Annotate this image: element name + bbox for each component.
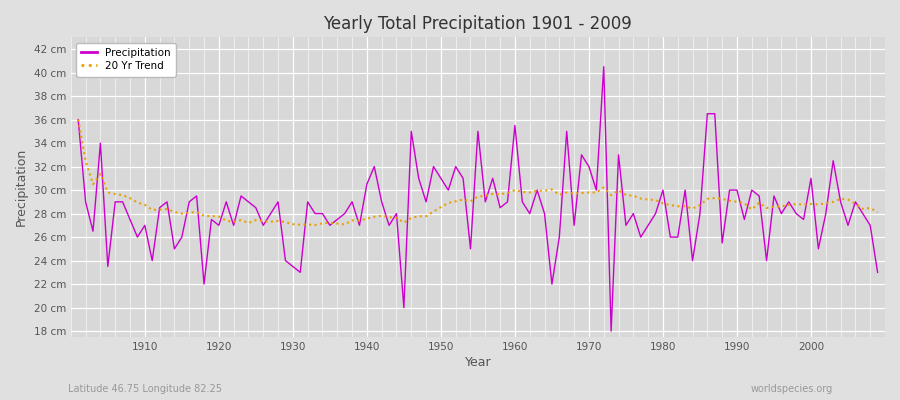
Legend: Precipitation, 20 Yr Trend: Precipitation, 20 Yr Trend	[76, 42, 176, 76]
20 Yr Trend	[517, 190, 527, 194]
Precipitation	[509, 123, 520, 128]
Line: 20 Yr Trend: 20 Yr Trend	[78, 120, 878, 225]
X-axis label: Year: Year	[464, 356, 491, 369]
Text: Latitude 46.75 Longitude 82.25: Latitude 46.75 Longitude 82.25	[68, 384, 221, 394]
20 Yr Trend	[509, 188, 520, 192]
Precipitation	[502, 200, 513, 204]
Precipitation	[613, 152, 624, 157]
Text: worldspecies.org: worldspecies.org	[751, 384, 833, 394]
Precipitation	[606, 329, 616, 334]
20 Yr Trend	[310, 223, 320, 228]
Y-axis label: Precipitation: Precipitation	[15, 148, 28, 226]
Precipitation	[73, 117, 84, 122]
Precipitation	[598, 64, 609, 69]
20 Yr Trend	[346, 218, 357, 223]
Precipitation	[872, 270, 883, 275]
20 Yr Trend	[606, 193, 616, 198]
Precipitation	[132, 235, 143, 240]
20 Yr Trend	[73, 117, 84, 122]
Precipitation	[339, 211, 350, 216]
Line: Precipitation: Precipitation	[78, 67, 878, 331]
20 Yr Trend	[132, 200, 143, 205]
Title: Yearly Total Precipitation 1901 - 2009: Yearly Total Precipitation 1901 - 2009	[323, 15, 633, 33]
Precipitation	[295, 270, 306, 275]
20 Yr Trend	[872, 210, 883, 214]
20 Yr Trend	[295, 222, 306, 227]
